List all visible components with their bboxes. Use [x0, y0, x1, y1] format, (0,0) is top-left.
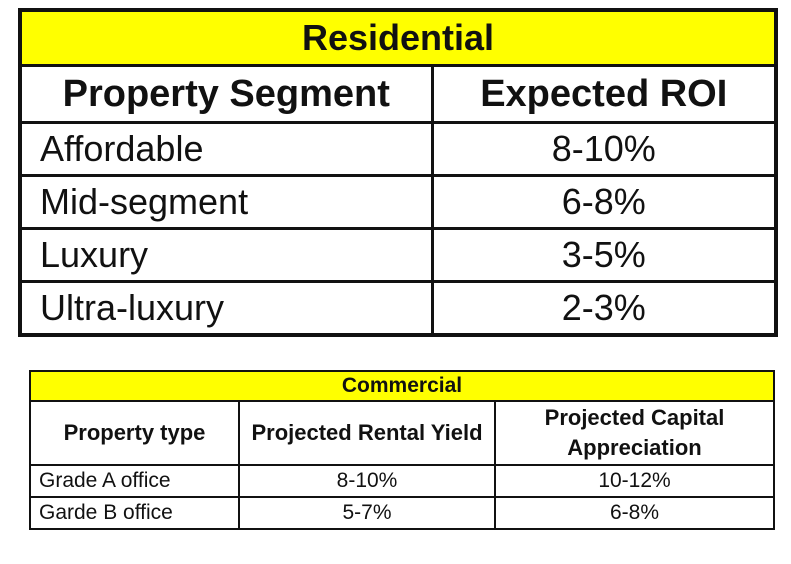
- roi-cell: 6-8%: [430, 174, 778, 230]
- commercial-table: Commercial Property type Projected Renta…: [28, 370, 776, 530]
- segment-cell: Affordable: [18, 121, 434, 177]
- residential-title: Residential: [18, 8, 778, 67]
- column-header-capital-appreciation: Projected Capital Appreciation: [493, 400, 776, 466]
- capital-appreciation-cell: 10-12%: [493, 464, 776, 498]
- column-header-rental-yield: Projected Rental Yield: [238, 400, 496, 466]
- roi-cell: 2-3%: [430, 280, 778, 337]
- property-type-cell: Garde B office: [29, 496, 240, 530]
- table-row: Affordable 8-10%: [18, 121, 778, 177]
- capital-appreciation-cell: 6-8%: [493, 496, 776, 530]
- column-header-expected-roi: Expected ROI: [430, 64, 778, 124]
- table-row: Luxury 3-5%: [18, 227, 778, 283]
- segment-cell: Luxury: [18, 227, 434, 283]
- segment-cell: Mid-segment: [18, 174, 434, 230]
- table-row: Ultra-luxury 2-3%: [18, 280, 778, 337]
- property-type-cell: Grade A office: [29, 464, 240, 498]
- residential-title-row: Residential: [18, 8, 778, 67]
- column-header-property-segment: Property Segment: [18, 64, 434, 124]
- table-row: Grade A office 8-10% 10-12%: [29, 464, 776, 498]
- column-header-property-type: Property type: [29, 400, 240, 466]
- roi-cell: 3-5%: [430, 227, 778, 283]
- rental-yield-cell: 5-7%: [238, 496, 496, 530]
- commercial-header-row: Property type Projected Rental Yield Pro…: [29, 400, 776, 466]
- commercial-title: Commercial: [28, 370, 776, 402]
- segment-cell: Ultra-luxury: [18, 280, 434, 337]
- table-row: Mid-segment 6-8%: [18, 174, 778, 230]
- residential-header-row: Property Segment Expected ROI: [18, 64, 778, 124]
- rental-yield-cell: 8-10%: [238, 464, 496, 498]
- roi-cell: 8-10%: [430, 121, 778, 177]
- commercial-title-row: Commercial: [28, 370, 776, 402]
- residential-table: Residential Property Segment Expected RO…: [18, 8, 778, 337]
- table-row: Garde B office 5-7% 6-8%: [29, 496, 776, 530]
